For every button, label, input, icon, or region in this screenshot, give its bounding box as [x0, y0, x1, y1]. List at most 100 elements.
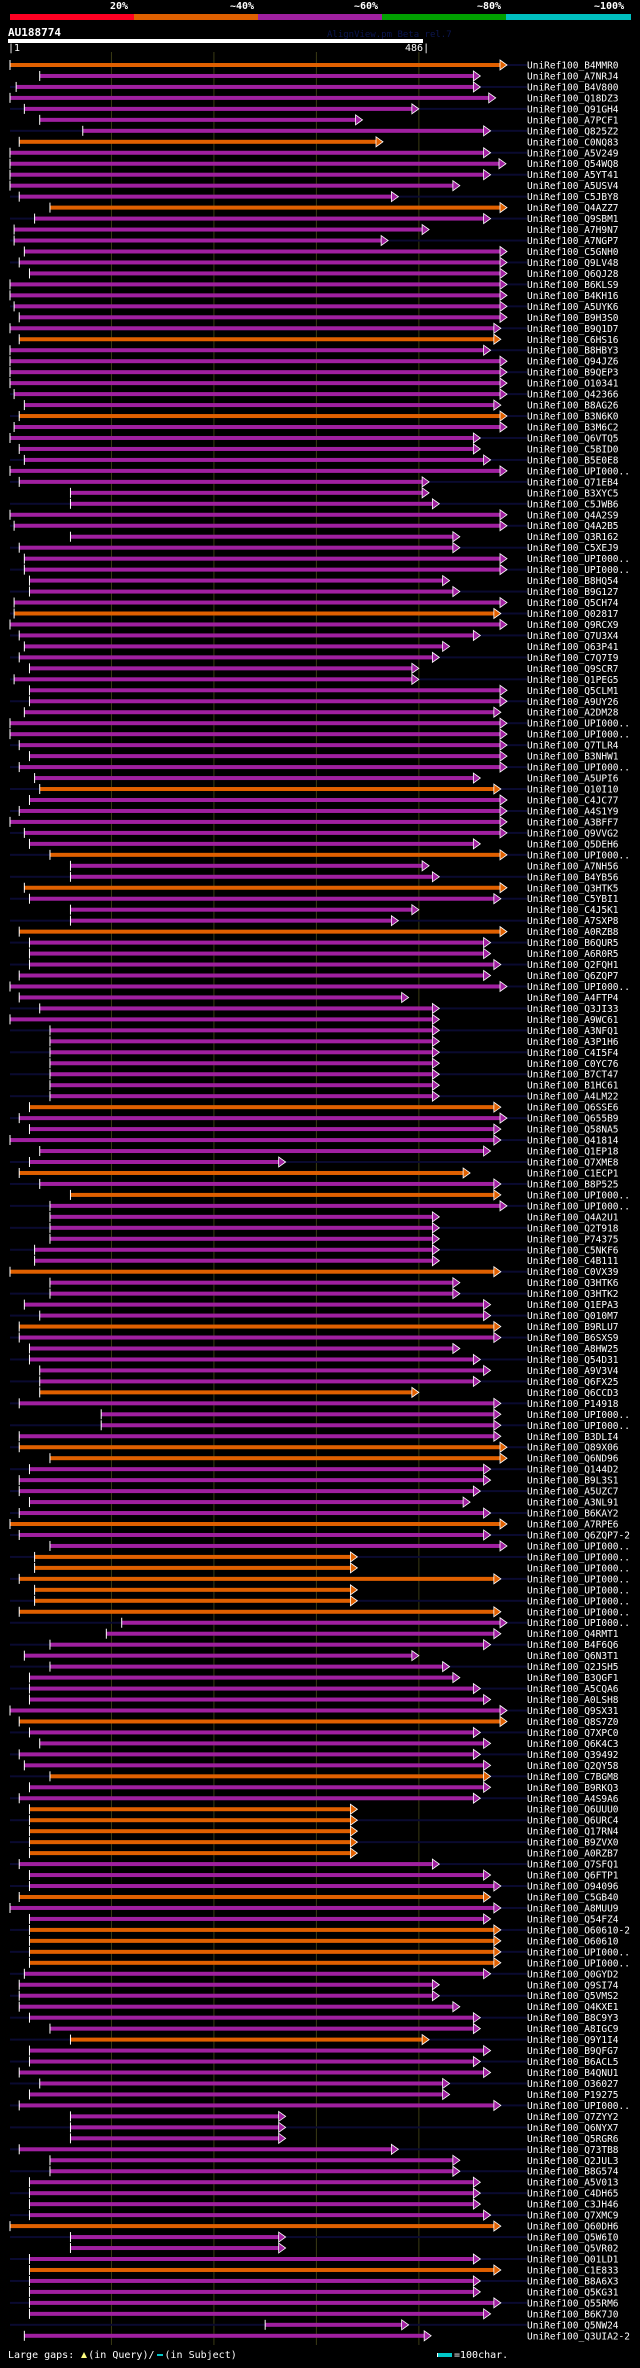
subject-label: UniRef100_A5UPI6	[527, 774, 619, 785]
subject-label: UniRef100_A3BFF7	[527, 817, 619, 828]
alignment-end-arrow	[411, 1386, 420, 1399]
alignment-end-arrow	[499, 552, 508, 565]
subject-label: UniRef100_B3XYC5	[527, 488, 619, 499]
subject-label: UniRef100_B9QFG7	[527, 2046, 619, 2057]
alignment-bar	[19, 929, 501, 934]
scale-legend: =100char.	[437, 2350, 508, 2361]
alignment-end-arrow	[499, 1200, 508, 1212]
subject-label: UniRef100_Q71EB4	[527, 477, 619, 488]
alignment-end-arrow	[349, 1584, 359, 1596]
alignment-bar	[19, 2147, 393, 2152]
alignment-bar	[29, 1851, 352, 1856]
alignment-bar	[19, 765, 501, 770]
alignment-end-arrow	[483, 969, 492, 982]
subject-label: UniRef100_B9QEP3	[527, 368, 619, 379]
alignment-bar	[39, 787, 495, 792]
subject-label: UniRef100_UPI000..	[527, 1541, 630, 1552]
subject-label: UniRef100_Q6UUU0	[527, 1805, 619, 1816]
subject-label: UniRef100_C5JWB6	[527, 499, 619, 510]
alignment-bar	[10, 95, 490, 100]
query-start-value: 1	[14, 43, 21, 54]
alignment-bar	[39, 1741, 485, 1746]
subject-label: UniRef100_Q9RCX9	[527, 620, 619, 631]
alignment-bar	[49, 1203, 502, 1208]
alignment-end-arrow	[499, 1452, 508, 1464]
alignment-bar	[34, 1554, 352, 1559]
subject-label: UniRef100_Q1EP18	[527, 1147, 619, 1158]
scale-label: =100char.	[454, 2350, 509, 2361]
subject-label: UniRef100_Q58NA5	[527, 1125, 619, 1136]
alignment-end-arrow	[278, 1156, 287, 1168]
alignment-end-arrow	[355, 114, 364, 126]
alignment-bar	[70, 874, 434, 879]
subject-label: UniRef100_Q7XMC9	[527, 2211, 619, 2222]
alignment-bar	[14, 238, 383, 243]
alignment-end-arrow	[483, 1759, 492, 1772]
alignment-bar	[29, 1686, 475, 1691]
alignment-bar	[29, 2180, 475, 2185]
alignment-bar	[34, 776, 475, 781]
alignment-end-arrow	[499, 245, 508, 258]
alignment-end-arrow	[390, 914, 400, 927]
subject-label: UniRef100_B4MMR0	[527, 61, 619, 72]
alignment-bar	[19, 1511, 485, 1516]
subject-label: UniRef100_A7NH56	[527, 861, 619, 872]
subject-label: UniRef100_Q9SBM1	[527, 214, 619, 225]
alignment-bar	[19, 1489, 475, 1494]
subject-label: UniRef100_C0YC76	[527, 1059, 619, 1070]
gap-in-subject-label: (in Subject)	[164, 2350, 237, 2361]
subject-label: UniRef100_B3QGF1	[527, 1673, 619, 1684]
subject-label: UniRef100_B9Q1D7	[527, 324, 619, 335]
subject-label: UniRef100_Q54WQ8	[527, 159, 619, 170]
alignment-end-arrow	[401, 991, 410, 1004]
subject-label: UniRef100_Q7XPC0	[527, 1728, 619, 1739]
subject-label: UniRef100_C0NQ83	[527, 137, 619, 148]
subject-label: UniRef100_Q39492	[527, 1750, 619, 1761]
alignment-bar	[49, 1094, 434, 1099]
alignment-bar	[24, 1763, 485, 1768]
alignment-end-arrow	[499, 881, 508, 894]
alignment-bar	[101, 1412, 495, 1417]
alignment-bar	[19, 2004, 454, 2009]
alignment-end-arrow	[483, 1737, 492, 1750]
subject-label: UniRef100_Q5KG31	[527, 2287, 619, 2298]
alignment-bar	[39, 1313, 485, 1318]
alignment-end-arrow	[483, 1364, 492, 1377]
alignment-end-arrow	[452, 1342, 461, 1355]
alignment-bar	[29, 2092, 444, 2097]
alignment-end-arrow	[499, 596, 508, 609]
subject-label: UniRef100_B3M6C2	[527, 423, 619, 434]
alignment-bar	[10, 1708, 501, 1713]
alignment-end-arrow	[472, 2011, 482, 2024]
subject-label: UniRef100_UPI000..	[527, 1201, 630, 1212]
alignment-bar	[29, 754, 502, 759]
alignment-end-arrow	[493, 399, 502, 411]
alignment-end-arrow	[499, 925, 508, 938]
alignment-end-arrow	[493, 2220, 502, 2232]
subject-label: UniRef100_Q4A2S9	[527, 510, 619, 521]
subject-label: UniRef100_Q7TLR4	[527, 741, 619, 752]
alignment-end-arrow	[499, 849, 508, 861]
subject-label: UniRef100_UPI000..	[527, 982, 630, 993]
alignment-end-arrow	[401, 2319, 410, 2331]
alignment-bar	[19, 1796, 475, 1801]
alignment-bar	[14, 611, 495, 616]
alignment-bar	[19, 1752, 475, 1757]
alignment-bar	[121, 1620, 502, 1625]
alignment-end-arrow	[483, 1463, 492, 1475]
subject-label: UniRef100_C7Q7I9	[527, 653, 619, 664]
alignment-end-arrow	[472, 2022, 482, 2035]
subject-label: UniRef100_Q4KXE1	[527, 2002, 619, 2013]
alignment-bar	[29, 841, 475, 846]
subject-label: UniRef100_Q6FX25	[527, 1377, 619, 1388]
query-start-label: |1	[8, 43, 21, 54]
alignment-end-arrow	[499, 618, 508, 631]
alignment-end-arrow	[462, 1167, 471, 1179]
alignment-bar	[49, 1456, 502, 1461]
alignment-bar	[29, 2213, 485, 2218]
subject-label: UniRef100_UPI000..	[527, 565, 630, 576]
alignment-bar	[70, 2235, 280, 2240]
alignment-bar	[29, 2191, 475, 2196]
subject-label: UniRef100_UPI000..	[527, 2101, 630, 2112]
alignment-bar	[29, 940, 485, 945]
